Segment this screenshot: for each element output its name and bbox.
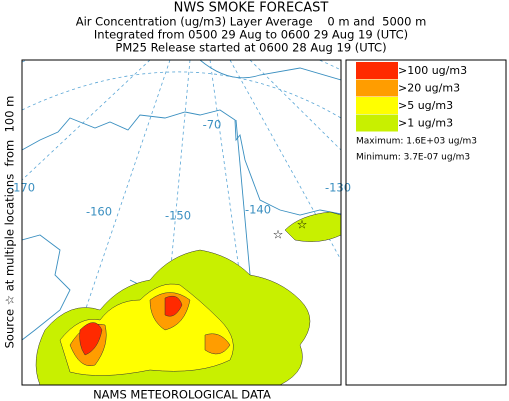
legend-minimum: Minimum: 3.7E-07 ug/m3 bbox=[356, 153, 470, 163]
legend-swatch bbox=[356, 79, 398, 97]
legend: Maximum: 1.6E+03 ug/m3 Minimum: 3.7E-07 … bbox=[345, 59, 507, 386]
latitude-label: -70 bbox=[203, 118, 222, 132]
legend-swatch bbox=[356, 114, 398, 132]
title: NWS SMOKE FORECAST bbox=[174, 1, 329, 16]
coastline bbox=[22, 234, 71, 341]
smoke-plume bbox=[204, 333, 231, 355]
legend-label: >100 ug/m3 bbox=[398, 64, 467, 77]
longitude-line bbox=[209, 60, 256, 385]
longitude-line bbox=[229, 60, 341, 261]
longitude-label: -130 bbox=[325, 181, 351, 195]
coastline bbox=[22, 109, 341, 216]
legend-label: >1 ug/m3 bbox=[398, 117, 453, 130]
longitude-label: -160 bbox=[86, 205, 112, 219]
source-label: Source ☆ at multiple locations from 100 … bbox=[3, 96, 17, 349]
smoke-plume bbox=[284, 211, 341, 242]
longitude-label: -150 bbox=[165, 209, 191, 223]
smoke-plume bbox=[59, 283, 234, 376]
legend-label: >20 ug/m3 bbox=[398, 82, 460, 95]
legend-frame bbox=[345, 59, 507, 386]
legend-maximum: Maximum: 1.6E+03 ug/m3 bbox=[356, 137, 477, 147]
legend-label: >5 ug/m3 bbox=[398, 99, 453, 112]
longitude-line bbox=[249, 60, 341, 151]
legend-swatch bbox=[356, 97, 398, 114]
subtitle: PM25 Release started at 0600 28 Aug 19 (… bbox=[115, 41, 386, 55]
longitude-line bbox=[22, 60, 151, 181]
subtitle: Air Concentration (ug/m3) Layer Average … bbox=[76, 15, 427, 29]
legend-swatch bbox=[356, 62, 398, 79]
smoke-plume bbox=[79, 322, 103, 356]
coastline bbox=[199, 60, 341, 81]
map-frame bbox=[21, 59, 342, 386]
source-star: ☆ bbox=[273, 228, 284, 242]
map: ☆ ☆ bbox=[22, 60, 341, 385]
latitude-line bbox=[22, 71, 341, 119]
footer: NAMS METEOROLOGICAL DATA bbox=[93, 388, 271, 401]
source-star: ☆ bbox=[297, 218, 308, 232]
longitude-label: -140 bbox=[245, 203, 271, 217]
subtitle: Integrated from 0500 29 Aug to 0600 29 A… bbox=[94, 28, 408, 42]
smoke-plume bbox=[164, 295, 183, 317]
